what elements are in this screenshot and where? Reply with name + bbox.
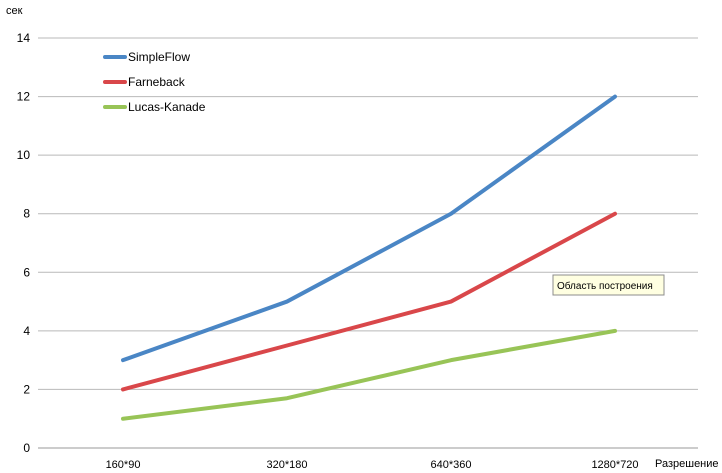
x-axis-title: Разрешение — [655, 458, 719, 470]
legend-label: Farneback — [128, 75, 186, 89]
y-tick-label: 8 — [23, 207, 30, 221]
y-tick-label: 10 — [17, 148, 31, 162]
series-line-lucas-kanade — [121, 328, 617, 421]
y-tick-labels: 0 2 4 6 8 10 12 14 — [17, 31, 31, 455]
y-tick-label: 14 — [17, 31, 31, 45]
legend-label: SimpleFlow — [128, 50, 190, 64]
gridlines — [38, 37, 698, 390]
tooltip-text: Область построения — [557, 280, 653, 292]
y-axis-title: сек — [6, 5, 23, 17]
legend: SimpleFlow Farneback Lucas-Kanade — [103, 50, 206, 114]
x-tick-labels: 160*90 320*180 640*360 1280*720 — [106, 459, 639, 471]
y-tick-label: 12 — [17, 90, 31, 104]
y-tick-label: 2 — [23, 382, 30, 396]
x-tick-label: 160*90 — [106, 459, 141, 471]
plot-area-tooltip: Область построения — [552, 274, 665, 296]
y-tick-label: 0 — [23, 441, 30, 455]
x-tick-label: 320*180 — [267, 459, 308, 471]
legend-label: Lucas-Kanade — [128, 100, 206, 114]
series-line-farneback — [121, 211, 617, 392]
tooltip-box — [552, 274, 665, 296]
series-line-simpleflow — [121, 94, 617, 363]
x-tick-label: 640*360 — [431, 459, 472, 471]
x-tick-label: 1280*720 — [591, 459, 638, 471]
series-lines — [121, 94, 617, 421]
y-tick-label: 4 — [23, 324, 30, 338]
y-tick-label: 6 — [23, 265, 30, 279]
